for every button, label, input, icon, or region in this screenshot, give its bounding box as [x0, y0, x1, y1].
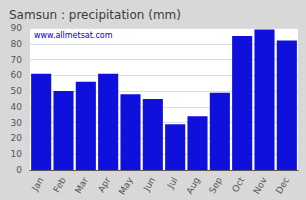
svg-text:20: 20 — [11, 133, 23, 143]
svg-text:10: 10 — [11, 149, 23, 159]
svg-text:www.allmetsat.com: www.allmetsat.com — [34, 31, 113, 40]
svg-text:Apr: Apr — [96, 175, 113, 194]
svg-text:Sep: Sep — [207, 175, 224, 195]
svg-text:Aug: Aug — [184, 175, 201, 195]
svg-text:Jun: Jun — [141, 175, 157, 193]
svg-text:Samsun : precipitation (mm): Samsun : precipitation (mm) — [9, 8, 181, 22]
svg-text:Jul: Jul — [165, 175, 180, 190]
svg-text:Jan: Jan — [29, 175, 45, 193]
svg-text:Dec: Dec — [274, 175, 291, 195]
svg-text:Nov: Nov — [251, 175, 269, 196]
svg-text:Feb: Feb — [51, 175, 68, 194]
svg-text:40: 40 — [11, 102, 23, 112]
svg-text:0: 0 — [16, 165, 22, 175]
svg-text:30: 30 — [11, 118, 23, 128]
svg-text:60: 60 — [11, 70, 23, 80]
svg-text:90: 90 — [11, 23, 23, 33]
svg-text:May: May — [117, 175, 135, 197]
svg-text:Oct: Oct — [230, 175, 247, 194]
svg-text:50: 50 — [11, 86, 23, 96]
svg-text:70: 70 — [11, 55, 23, 65]
svg-text:80: 80 — [11, 39, 23, 49]
svg-text:Mar: Mar — [73, 175, 90, 195]
